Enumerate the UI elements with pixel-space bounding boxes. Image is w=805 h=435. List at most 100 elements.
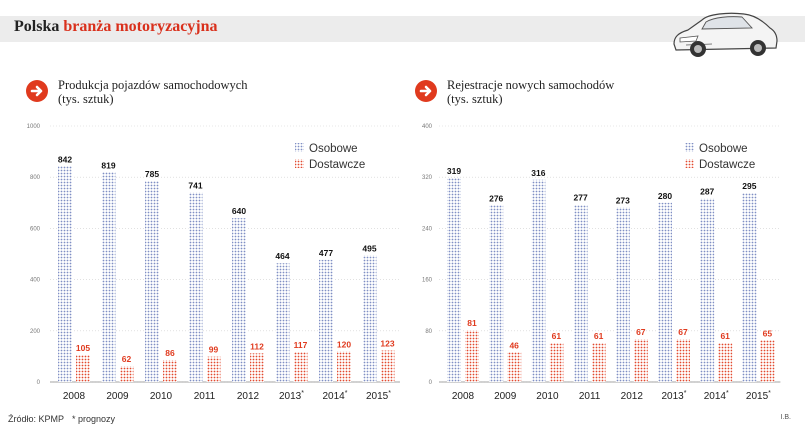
x-tick-label: 2014* <box>704 390 729 402</box>
y-tick-label: 400 <box>30 278 41 284</box>
y-tick-label: 400 <box>422 124 433 130</box>
x-tick-label: 2008 <box>452 391 475 402</box>
chart1-subtitle-text: (tys. sztuk) <box>58 92 114 106</box>
value-label-dostawcze: 86 <box>165 348 175 358</box>
x-tick-label: 2012 <box>237 391 260 402</box>
value-label-dostawcze: 120 <box>337 339 351 349</box>
bar-dostawcze-2015 <box>380 350 395 382</box>
bar-osobowe-2012 <box>232 218 246 382</box>
value-label-osobowe: 741 <box>188 180 202 190</box>
arrow-right-icon <box>26 80 48 102</box>
bar-osobowe-2011 <box>188 192 203 382</box>
x-tick-label: 2012 <box>621 391 644 402</box>
bar-osobowe-2011 <box>573 204 588 382</box>
x-tick-label: 2009 <box>106 391 129 402</box>
bar-osobowe-2015 <box>362 255 377 382</box>
value-label-osobowe: 495 <box>362 243 376 253</box>
bar-dostawcze-2012 <box>250 353 264 382</box>
y-tick-label: 160 <box>422 278 433 284</box>
value-label-osobowe: 316 <box>531 168 545 178</box>
car-illustration <box>673 12 778 57</box>
bar-dostawcze-2013 <box>676 339 690 382</box>
header-band <box>0 16 805 42</box>
value-label-dostawcze: 62 <box>122 354 132 364</box>
x-tick-label: 2014* <box>323 390 348 402</box>
x-tick-label: 2009 <box>494 391 517 402</box>
value-label-dostawcze: 61 <box>720 331 730 341</box>
x-tick-label: 2011 <box>579 391 601 402</box>
value-label-dostawcze: 61 <box>594 331 604 341</box>
chart-production: 0 200 400 600 800 1000 842 105 2008 819 62 2009 785 8… <box>27 124 400 402</box>
chart1-title: Produkcja pojazdów samochodowych (tys. s… <box>58 78 248 106</box>
x-tick-label: 2015* <box>746 390 771 402</box>
title-accent: branża motoryzacyjna <box>63 18 218 35</box>
x-tick-label: 2010 <box>150 391 173 402</box>
y-tick-label: 320 <box>422 175 433 181</box>
chart1-header: Produkcja pojazdów samochodowych (tys. s… <box>26 78 366 108</box>
chart1-title-text: Produkcja pojazdów samochodowych <box>58 78 248 92</box>
legend-swatch-osobowe <box>685 143 694 152</box>
y-tick-label: 200 <box>30 329 41 335</box>
bar-osobowe-2013 <box>275 263 290 382</box>
x-tick-label: 2015* <box>366 390 391 402</box>
value-label-osobowe: 477 <box>319 248 333 258</box>
bar-dostawcze-2014 <box>718 342 733 382</box>
value-label-dostawcze: 123 <box>380 339 394 349</box>
bar-dostawcze-2008 <box>76 355 90 382</box>
y-tick-label: 800 <box>30 175 41 181</box>
bar-osobowe-2014 <box>700 198 715 382</box>
value-label-dostawcze: 105 <box>76 343 90 353</box>
bar-dostawcze-2015 <box>760 340 775 382</box>
x-tick-label: 2013* <box>279 390 304 402</box>
bar-osobowe-2013 <box>658 202 672 382</box>
value-label-osobowe: 785 <box>145 169 159 179</box>
bar-dostawcze-2008 <box>465 330 479 382</box>
value-label-dostawcze: 117 <box>294 340 308 350</box>
value-label-dostawcze: 46 <box>509 341 519 351</box>
x-tick-label: 2010 <box>536 391 559 402</box>
value-label-dostawcze: 65 <box>763 328 773 338</box>
x-tick-label: 2011 <box>194 391 216 402</box>
source-note: Źródło: KPMP <box>8 414 65 424</box>
bar-dostawcze-2012 <box>633 339 648 382</box>
chart2-subtitle-text: (tys. sztuk) <box>447 92 503 106</box>
value-label-dostawcze: 99 <box>209 345 219 355</box>
x-tick-label: 2013* <box>662 390 687 402</box>
y-tick-label: 80 <box>425 329 432 335</box>
bar-osobowe-2008 <box>58 166 72 382</box>
forecast-note: * prognozy <box>72 414 116 424</box>
value-label-dostawcze: 67 <box>636 327 646 337</box>
value-label-osobowe: 819 <box>101 160 115 170</box>
bar-dostawcze-2011 <box>591 342 606 382</box>
bar-dostawcze-2011 <box>206 356 221 382</box>
chart-registrations: 0 80 160 240 320 400 319 81 2008 276 46 2009 316 61 20… <box>422 124 781 402</box>
legend-swatch-osobowe <box>295 143 304 152</box>
chart2-title: Rejestracje nowych samochodów (tys. sztu… <box>447 78 614 106</box>
bar-osobowe-2012 <box>615 207 630 382</box>
value-label-dostawcze: 61 <box>552 331 562 341</box>
bar-osobowe-2009 <box>489 205 504 382</box>
value-label-osobowe: 295 <box>742 181 756 191</box>
legend-label-osobowe: Osobowe <box>699 143 748 155</box>
arrow-right-icon <box>415 80 437 102</box>
legend-label-dostawcze: Dostawcze <box>309 159 365 171</box>
bar-osobowe-2010 <box>531 179 546 382</box>
title-prefix: Polska <box>14 18 64 35</box>
value-label-osobowe: 280 <box>658 191 672 201</box>
bar-osobowe-2015 <box>742 193 757 382</box>
bar-dostawcze-2010 <box>549 342 564 382</box>
y-tick-label: 1000 <box>27 124 41 130</box>
value-label-dostawcze: 67 <box>678 327 688 337</box>
bar-osobowe-2009 <box>101 172 116 382</box>
legend-swatch-dostawcze <box>295 159 304 168</box>
value-label-osobowe: 287 <box>700 186 714 196</box>
y-tick-label: 240 <box>422 226 433 232</box>
x-tick-label: 2008 <box>63 391 86 402</box>
bar-dostawcze-2009 <box>507 352 522 382</box>
legend-label-osobowe: Osobowe <box>309 143 358 155</box>
bar-osobowe-2010 <box>145 181 159 382</box>
y-tick-label: 0 <box>429 380 433 386</box>
value-label-osobowe: 277 <box>574 193 588 203</box>
value-label-osobowe: 464 <box>275 251 289 261</box>
bar-dostawcze-2013 <box>293 352 308 382</box>
